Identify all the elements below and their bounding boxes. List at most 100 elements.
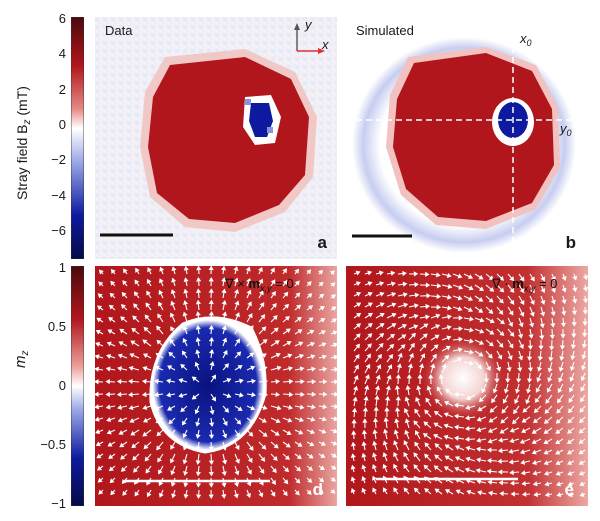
panel-d-arrow	[96, 453, 104, 459]
panel-d-arrow	[330, 366, 337, 373]
panel-e-arrow	[485, 306, 494, 314]
panel-d-arrow	[154, 405, 164, 411]
panel-e-arrow	[474, 273, 484, 280]
panel-d-arrow	[234, 312, 240, 323]
panel-e-arrow	[406, 373, 412, 385]
panel-e-arrow	[454, 424, 465, 430]
panel-e-arrow	[509, 438, 520, 444]
panel-e-arrow	[466, 394, 476, 400]
panel-d-arrow	[221, 299, 227, 311]
panel-e-arrow	[535, 383, 542, 393]
panel-e-arrow	[544, 405, 553, 414]
panel-e-arrow	[539, 317, 545, 329]
panel-e-arrow	[463, 360, 474, 366]
panel-e-arrow	[444, 444, 454, 451]
panel-e-arrow	[364, 281, 373, 287]
panel-e-arrow	[560, 328, 566, 339]
panel-e-arrow	[486, 458, 498, 464]
panel-d-arrow	[294, 329, 303, 335]
panel-e-arrow	[547, 361, 553, 373]
panel-e-arrow	[560, 317, 567, 328]
panel-e-arrow	[518, 350, 524, 361]
panel-e-arrow	[572, 284, 578, 293]
panel-e-arrow	[521, 427, 531, 433]
panel-e-arrow	[533, 405, 542, 414]
panel-e-arrow	[568, 394, 575, 403]
panel-d-arrow	[270, 453, 278, 461]
panel-d-arrow	[306, 281, 312, 287]
panel-d-arrow	[221, 453, 228, 465]
panel-d-arrow	[182, 453, 188, 465]
panel-d-arrow	[282, 268, 287, 275]
panel-e-arrow	[485, 295, 494, 303]
panel-d-arrow	[294, 353, 305, 359]
panel-d-arrow	[132, 453, 140, 461]
bottom-colorbar-tick: −1	[51, 496, 66, 511]
panel-d-arrow	[270, 489, 276, 497]
panel-e-arrow	[426, 385, 432, 396]
panel-e-arrow	[441, 314, 452, 320]
panel-d-arrow	[258, 290, 264, 299]
panel-e-arrow	[430, 272, 441, 278]
panel-d-arrow	[144, 453, 152, 462]
panel-e-arrow	[408, 324, 419, 330]
panel-e-arrow	[506, 361, 512, 372]
panel-d-arrow	[142, 339, 152, 347]
panel-e-arrow	[537, 350, 543, 361]
panel-e-arrow	[375, 270, 384, 276]
panel-d-arrow	[147, 267, 152, 275]
panel-e-arrow	[441, 325, 452, 331]
panel-d-arrow	[208, 276, 214, 287]
panel-e-arrow	[404, 429, 410, 440]
panel-e-arrow	[515, 383, 521, 394]
panel-e-arrow	[561, 306, 567, 316]
panel-d-arrow	[234, 351, 242, 359]
panel-e-arrow	[364, 343, 372, 352]
panel-e-arrow	[518, 306, 525, 317]
panel-e-arrow	[353, 385, 359, 396]
panel-d-arrow	[258, 465, 265, 474]
panel-e-arrow	[350, 487, 356, 495]
panel-e-arrow	[386, 302, 397, 308]
panel-d-arrow	[166, 392, 176, 398]
panel-e-arrow	[441, 305, 452, 311]
panel-e-arrow	[529, 306, 535, 317]
panel-e-arrow	[361, 429, 368, 440]
panel-e-arrow	[414, 441, 421, 451]
panel-d-arrow	[106, 429, 116, 435]
panel-e-arrow	[423, 464, 432, 473]
panel-d-arrow	[105, 379, 116, 385]
panel-e-arrow	[385, 385, 391, 396]
panel-e-arrow	[463, 338, 474, 344]
panel-e-arrow	[353, 302, 362, 308]
panel-e-arrow	[518, 317, 524, 328]
panel-e-arrow	[531, 438, 542, 445]
panel-d-arrow	[210, 374, 217, 383]
panel-e-arrow	[463, 273, 474, 279]
panel-e-arrow	[386, 281, 396, 287]
panel-d-arrow	[270, 477, 276, 485]
panel-d-arrow	[294, 429, 304, 435]
panel-e-arrow	[386, 374, 392, 385]
panel-e-arrow	[502, 394, 509, 404]
panel-e-arrow	[537, 361, 543, 372]
panel-e-arrow	[507, 339, 514, 349]
panel-e-arrow	[474, 306, 484, 313]
panel-d-arrow	[95, 366, 104, 372]
panel-e-arrow	[527, 350, 533, 362]
panel-d-arrow	[208, 489, 214, 500]
panel-e-arrow	[423, 421, 432, 429]
panel-e-arrow	[578, 449, 586, 455]
panel-d-arrow	[195, 349, 201, 359]
panel-e-arrow	[499, 427, 509, 434]
panel-d-arrow	[155, 417, 164, 424]
panel-e-arrow	[477, 490, 487, 496]
panel-d-arrow	[234, 392, 244, 398]
panel-d-arrow	[258, 417, 267, 423]
panel-e-arrow	[496, 284, 505, 293]
panel-d-arrow	[130, 340, 140, 347]
panel-e-arrow	[580, 394, 586, 403]
panel-d-arrow	[282, 453, 290, 460]
panel-e-arrow	[474, 350, 484, 357]
panel-e-arrow	[489, 405, 498, 413]
